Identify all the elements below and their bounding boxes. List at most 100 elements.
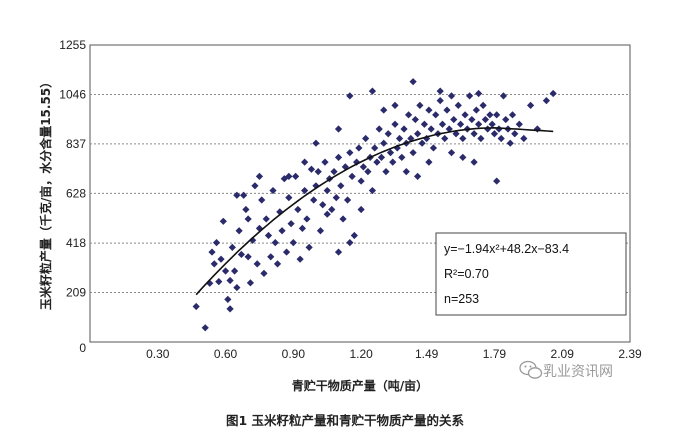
scatter-point xyxy=(350,231,358,240)
scatter-point xyxy=(436,97,444,105)
x-axis-title: 青贮干物质产量（吨/亩） xyxy=(292,378,428,393)
scatter-point xyxy=(337,182,345,190)
scatter-point xyxy=(357,177,365,185)
x-tick-label: 0.90 xyxy=(282,347,306,361)
scatter-point xyxy=(490,130,499,138)
scatter-point xyxy=(468,115,476,124)
scatter-point xyxy=(258,196,266,204)
scatter-point xyxy=(441,134,449,143)
equation-label: y=−1.94x²+48.2x−83.4 xyxy=(444,242,569,256)
scatter-point xyxy=(436,87,444,95)
scatter-point xyxy=(233,283,241,292)
scatter-point xyxy=(273,260,282,268)
scatter-point xyxy=(506,139,514,147)
scatter-point xyxy=(425,106,433,114)
fit-curve xyxy=(195,126,554,296)
scatter-point xyxy=(221,267,230,275)
y-tick-label: 628 xyxy=(66,186,86,200)
scatter-point xyxy=(420,120,428,128)
scatter-point xyxy=(192,302,200,311)
watermark-text: 乳业资讯网 xyxy=(543,364,613,380)
scatter-point xyxy=(486,111,494,119)
scatter-point xyxy=(242,205,250,214)
scatter-point xyxy=(348,172,356,180)
scatter-point xyxy=(240,191,248,199)
scatter-point xyxy=(542,97,551,105)
scatter-point xyxy=(355,144,363,152)
scatter-point xyxy=(323,210,331,218)
x-tick-label: 2.39 xyxy=(618,347,642,361)
scatter-point xyxy=(456,120,465,128)
scatter-point xyxy=(445,125,453,133)
scatter-point xyxy=(346,149,354,157)
scatter-point xyxy=(418,139,426,147)
scatter-point xyxy=(310,196,318,204)
scatter-point xyxy=(371,144,379,152)
scatter-point xyxy=(461,111,469,119)
scatter-point xyxy=(497,134,505,143)
scatter-point xyxy=(210,260,218,268)
scatter-point xyxy=(235,227,243,235)
scatter-point xyxy=(452,130,460,138)
x-axis: 0.30 0.60 0.90 1.20 1.49 1.79 2.09 2.39 xyxy=(146,347,642,361)
n-label: n=253 xyxy=(444,292,479,306)
scatter-point xyxy=(346,239,354,247)
y-tick-label: 418 xyxy=(66,236,86,250)
scatter-point xyxy=(382,168,390,176)
scatter-point xyxy=(499,92,508,100)
y-axis-title: 玉米籽粒产量（千克/亩，水分含量15.55） xyxy=(38,76,53,310)
y-tick-label: 837 xyxy=(66,137,86,151)
scatter-point xyxy=(416,101,424,109)
scatter-point xyxy=(398,153,406,162)
scatter-point xyxy=(407,134,415,143)
scatter-point xyxy=(262,215,270,223)
scatter-point xyxy=(384,130,392,138)
scatter-point xyxy=(409,78,417,86)
y-tick-label: 0 xyxy=(79,341,86,355)
x-tick-label: 2.09 xyxy=(551,347,575,361)
scatter-point xyxy=(400,125,408,133)
scatter-point xyxy=(244,215,252,223)
scatter-point xyxy=(328,205,336,214)
scatter-point xyxy=(323,186,331,195)
scatter-point xyxy=(432,111,440,119)
scatter-point xyxy=(217,255,225,263)
scatter-point xyxy=(359,163,367,171)
scatter-point xyxy=(267,253,275,261)
scatter-point xyxy=(454,101,462,109)
scatter-point xyxy=(414,130,422,138)
scatter-point xyxy=(346,92,354,100)
scatter-point xyxy=(409,149,417,157)
scatter-point xyxy=(470,158,478,166)
scatter-point xyxy=(477,134,485,143)
scatter-point xyxy=(470,130,478,138)
scatter-point xyxy=(201,324,209,332)
x-tick-label: 0.60 xyxy=(214,347,238,361)
scatter-point xyxy=(508,111,517,119)
scatter-point xyxy=(206,279,214,287)
scatter-point xyxy=(278,227,286,235)
scatter-point xyxy=(212,239,221,247)
y-tick-label: 1255 xyxy=(59,38,86,52)
scatter-point xyxy=(373,158,381,166)
figure-caption: 图1 玉米籽粒产量和青贮干物质产量的关系 xyxy=(226,413,465,428)
y-tick-label: 209 xyxy=(66,286,86,300)
scatter-point xyxy=(334,248,343,256)
scatter-point xyxy=(368,186,377,195)
watermark: 乳业资讯网 xyxy=(519,360,613,380)
y-tick-label: 1046 xyxy=(59,87,86,101)
scatter-point xyxy=(404,111,413,119)
scatter-point xyxy=(321,158,329,166)
scatter-point xyxy=(368,87,377,95)
scatter-point xyxy=(208,248,216,256)
scatter-point xyxy=(493,177,501,185)
scatter-point xyxy=(226,276,234,285)
scatter-point xyxy=(515,120,523,128)
scatter-point xyxy=(475,120,483,128)
x-tick-label: 0.30 xyxy=(146,347,170,361)
scatter-point xyxy=(481,115,489,124)
scatter-point xyxy=(282,248,291,256)
scatter-point xyxy=(301,186,309,195)
scatter-point xyxy=(264,231,273,240)
